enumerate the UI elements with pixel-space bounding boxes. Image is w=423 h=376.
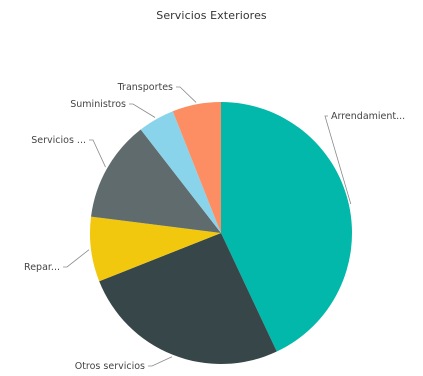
chart-title: Servicios Exteriores [156,9,267,22]
leader-line-6 [176,86,197,103]
leader-line-4 [89,139,106,168]
pie-slice-3[interactable] [89,216,221,282]
slice-label-5: Suministros [70,99,126,110]
slice-label-4: Servicios ... [31,135,86,146]
slice-label-2: Otros servicios [75,361,145,372]
leader-line-3 [63,249,90,268]
slice-label-6: Transportes [117,82,173,93]
slice-label-1: Arrendamient... [331,111,405,122]
pie-slice-4[interactable] [91,129,221,233]
pie-slice-6[interactable] [172,102,221,233]
pie-slice-2[interactable] [99,233,277,364]
leader-line-1 [324,115,352,205]
pie-slice-1[interactable] [221,102,352,352]
pie-slice-5[interactable] [140,111,221,233]
leader-line-5 [129,103,156,118]
leader-line-2 [148,356,173,367]
slice-label-3: Repar... [24,262,60,273]
